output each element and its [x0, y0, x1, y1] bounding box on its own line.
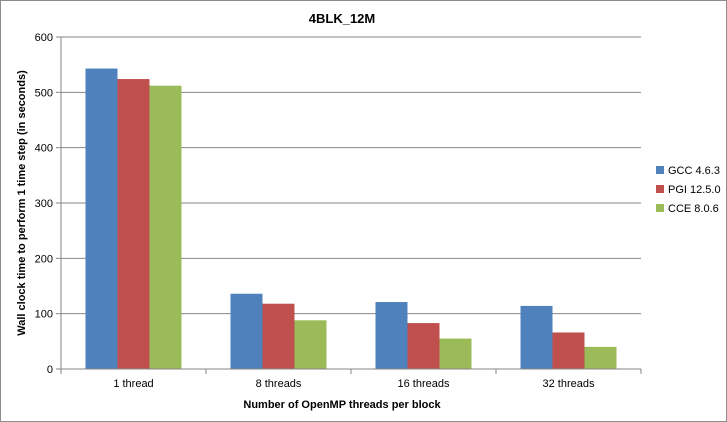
x-tick-label: 32 threads	[543, 378, 595, 390]
legend-label: CCE 8.0.6	[668, 203, 719, 215]
legend-label: GCC 4.6.3	[668, 165, 720, 177]
x-tick-label: 16 threads	[398, 378, 450, 390]
x-axis-title: Number of OpenMP threads per block	[243, 399, 441, 411]
legend: GCC 4.6.3 PGI 12.5.0 CCE 8.0.6	[656, 165, 721, 215]
y-axis-ticks: 0 100 200 300 400 500 600	[35, 32, 61, 376]
y-axis-title: Wall clock time to perform 1 time step (…	[16, 70, 28, 336]
bar-3-3	[439, 338, 472, 369]
bar-3-1	[149, 85, 182, 370]
bar-3-2	[294, 320, 327, 369]
legend-label: PGI 12.5.0	[668, 184, 721, 196]
bar-3-4	[584, 346, 617, 369]
y-tick-label: 500	[35, 87, 53, 99]
y-tick-label: 300	[35, 198, 53, 210]
x-tick-label: 1 thread	[113, 378, 153, 390]
bar-2-3	[407, 323, 440, 369]
chart-title: 4BLK_12M	[309, 11, 375, 26]
bar-2-1	[117, 79, 150, 369]
y-tick-label: 400	[35, 143, 53, 155]
bar-2-4	[552, 332, 585, 369]
y-tick-label: 200	[35, 253, 53, 265]
x-tick-label: 8 threads	[256, 378, 302, 390]
bars	[85, 68, 617, 370]
bar-1-1	[85, 68, 118, 369]
y-tick-label: 0	[47, 364, 53, 376]
bar-2-2	[262, 303, 295, 369]
y-tick-label: 100	[35, 309, 53, 321]
legend-swatch	[656, 166, 664, 174]
bar-1-3	[375, 302, 408, 369]
legend-swatch	[656, 204, 664, 212]
bar-1-2	[230, 293, 263, 369]
y-tick-label: 600	[35, 32, 53, 44]
legend-swatch	[656, 185, 664, 193]
bar-1-4	[520, 305, 553, 369]
x-axis-ticks: 1 thread 8 threads 16 threads 32 threads	[60, 369, 642, 390]
